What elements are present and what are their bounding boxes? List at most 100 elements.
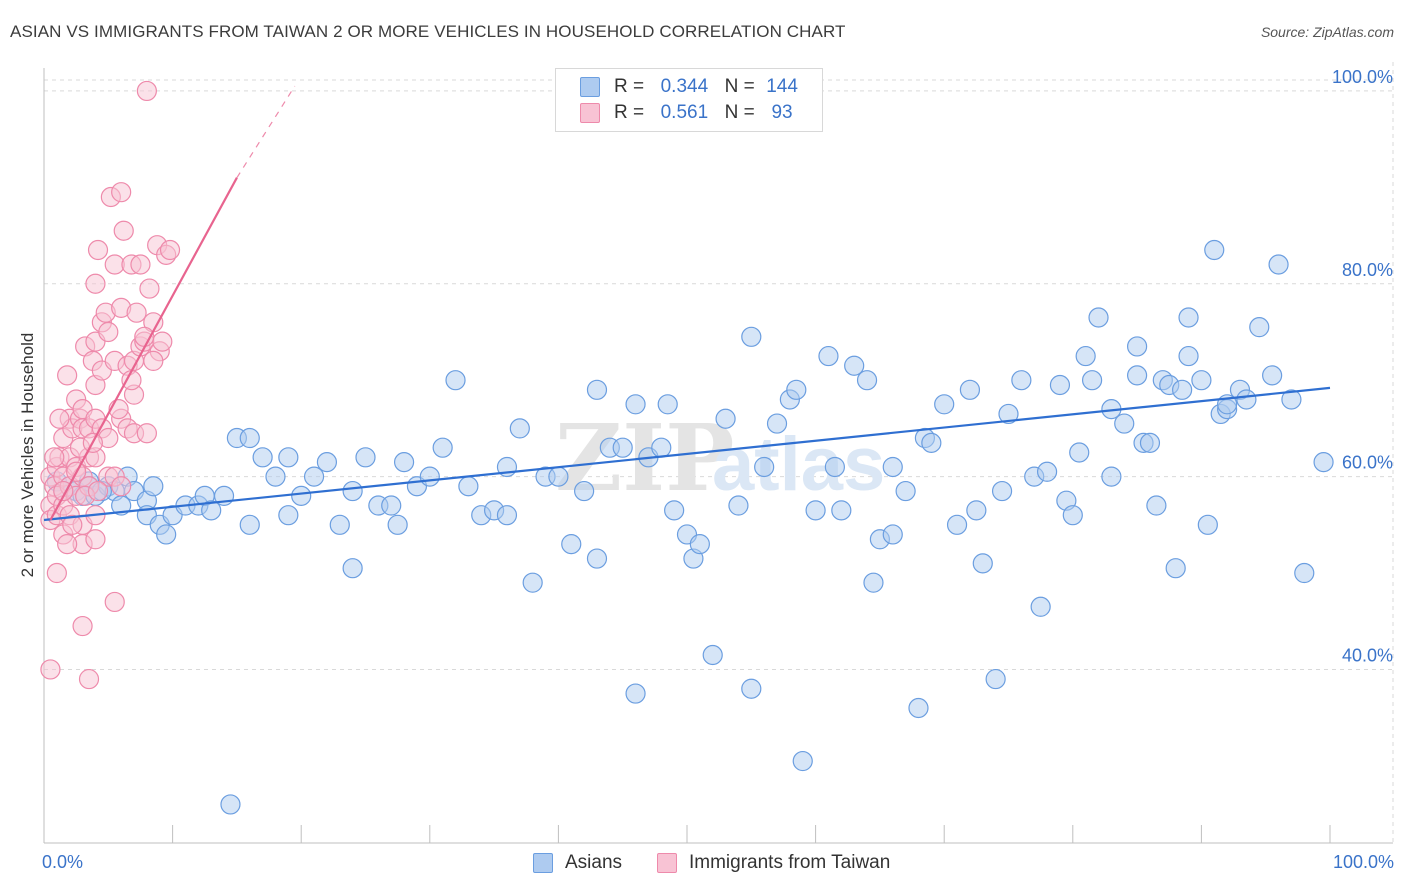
asians-point <box>792 750 813 772</box>
taiwan-point <box>87 239 109 261</box>
asians-point <box>625 394 646 415</box>
asians-point <box>908 697 929 719</box>
asians-point <box>1313 452 1334 473</box>
asians-point <box>689 533 710 555</box>
taiwan-point <box>40 659 61 680</box>
asians-point <box>201 500 222 521</box>
watermark-atlas: atlas <box>712 422 885 507</box>
taiwan-point <box>159 239 181 261</box>
asians-point <box>291 485 312 506</box>
asians-point <box>1249 317 1270 338</box>
bottom-legend-taiwan-label: Immigrants from Taiwan <box>689 852 891 873</box>
asians-point <box>1294 562 1315 584</box>
x-tick-label-max: 100.0% <box>1332 852 1394 872</box>
asians-point <box>1204 239 1225 261</box>
asians-point <box>252 447 273 468</box>
asians-point <box>239 514 260 535</box>
asians-point <box>1262 365 1283 386</box>
taiwan-point <box>126 302 147 323</box>
asians-point <box>561 533 582 555</box>
asians-trend-line <box>43 386 1331 522</box>
asians-point <box>824 456 845 478</box>
asians-point <box>882 456 903 478</box>
n-value: 93 <box>771 102 793 123</box>
asians-point <box>387 514 408 535</box>
asians-point <box>934 394 955 415</box>
asians-point <box>1101 466 1122 487</box>
asians-point <box>1030 596 1051 617</box>
asians-point <box>1126 365 1148 386</box>
asians-point <box>1114 413 1135 434</box>
y-tick-label: 40.0% <box>1342 645 1393 665</box>
taiwan-point <box>49 408 70 429</box>
taiwan-point <box>62 514 83 535</box>
asians-point <box>741 678 762 699</box>
taiwan-point <box>72 615 93 637</box>
r-label: R = <box>614 102 645 123</box>
asians-point <box>766 413 788 434</box>
asians-point <box>1165 558 1186 579</box>
asians-point <box>220 794 241 815</box>
asians-point <box>818 345 839 367</box>
asians-point <box>985 668 1006 690</box>
asians-points <box>46 239 1334 815</box>
taiwan-point <box>139 278 160 299</box>
asians-point <box>991 480 1013 502</box>
asians-point <box>786 379 807 400</box>
trend-lines <box>43 85 1331 522</box>
asians-point <box>966 500 987 521</box>
asians-point <box>998 403 1019 425</box>
taiwan-point <box>130 254 151 275</box>
asians-point <box>1172 379 1193 400</box>
asians-point <box>496 505 518 526</box>
asians-point <box>445 370 466 391</box>
asians-point <box>844 355 865 376</box>
asians-point <box>882 524 903 545</box>
asians-point <box>1049 374 1071 396</box>
bottom-legend-taiwan: Immigrants from Taiwan <box>657 852 890 874</box>
axes <box>43 68 1393 844</box>
asians-point <box>278 447 299 468</box>
asians-point <box>715 408 736 429</box>
asians-point <box>651 437 672 458</box>
source-label: Source: ZipAtlas.com <box>1260 24 1394 40</box>
asians-point <box>278 505 299 526</box>
asians-point <box>265 466 286 487</box>
asians-point <box>1081 370 1103 391</box>
taiwan-point <box>46 562 67 584</box>
n-label: N = <box>724 76 755 97</box>
asians-point <box>1281 389 1302 410</box>
asians-swatch <box>580 77 600 97</box>
taiwan-point <box>152 331 173 352</box>
y-tick-label: 60.0% <box>1342 453 1393 473</box>
r-label: R = <box>614 76 645 97</box>
taiwan-point <box>136 423 157 444</box>
asians-point <box>741 326 762 347</box>
asians-point <box>419 466 440 487</box>
asians-point <box>574 480 595 502</box>
asians-point <box>754 456 775 478</box>
asians-point <box>342 558 363 579</box>
taiwan-point <box>98 321 119 343</box>
asians-point <box>1178 345 1199 367</box>
asians-point <box>381 495 402 516</box>
asians-point <box>586 548 608 569</box>
asians-point <box>664 500 685 521</box>
asians-point <box>316 452 338 473</box>
asians-point <box>1088 307 1109 328</box>
asians-point <box>1036 461 1058 482</box>
asians-point <box>856 370 878 391</box>
bottom-legend-asians: Asians <box>533 852 622 874</box>
n-value: 144 <box>766 76 798 97</box>
asians-point <box>702 644 723 666</box>
asians-point <box>657 394 678 415</box>
asians-point <box>303 466 325 487</box>
taiwan-point <box>44 447 65 468</box>
chart-title: ASIAN VS IMMIGRANTS FROM TAIWAN 2 OR MOR… <box>10 22 846 41</box>
asians-point <box>1197 514 1218 535</box>
asians-point <box>393 452 415 473</box>
asians-point <box>972 553 993 574</box>
taiwan-point <box>85 529 106 550</box>
asians-point <box>921 432 942 453</box>
